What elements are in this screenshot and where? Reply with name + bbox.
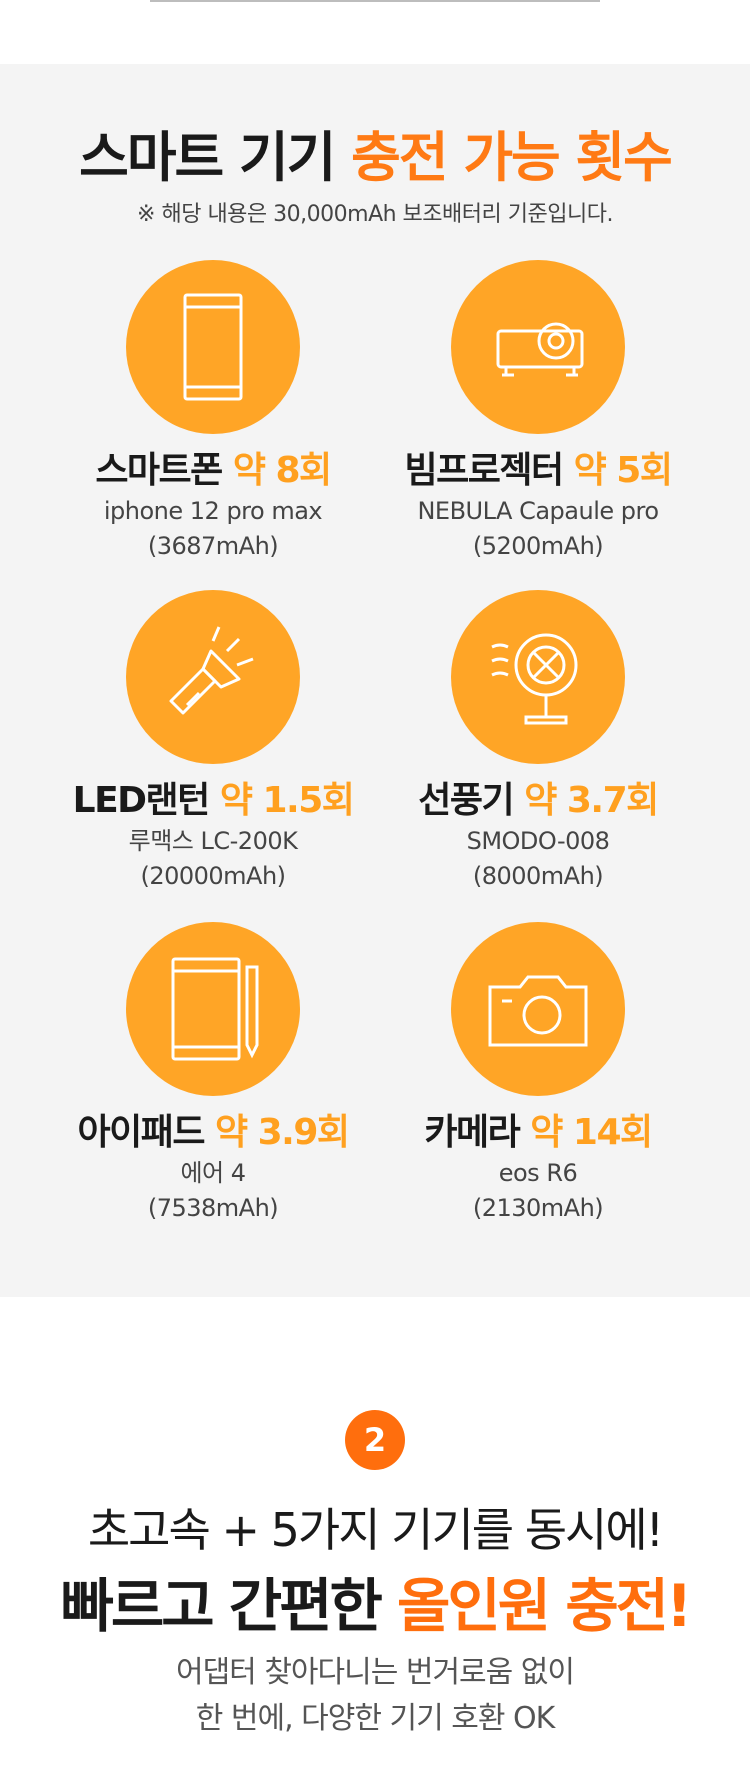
device-card-lantern: LED랜턴 약 1.5회 루맥스 LC-200K (20000mAh)	[43, 590, 383, 894]
device-circle	[126, 260, 300, 434]
device-capacity: (5200mAh)	[472, 532, 604, 560]
device-card-tablet: 아이패드 약 3.9회 에어 4 (7538mAh)	[43, 922, 383, 1226]
device-circle	[126, 922, 300, 1096]
projector-icon	[496, 322, 584, 377]
device-model: 루맥스 LC-200K	[128, 827, 298, 855]
device-model: iphone 12 pro max	[103, 497, 323, 525]
device-name-line: 빔프로젝터 약 5회	[368, 448, 708, 494]
section-title: 스마트 기기 충전 가능 횟수	[0, 122, 750, 194]
device-card-smartphone: 스마트폰 약 8회 iphone 12 pro max (3687mAh)	[43, 260, 383, 564]
device-name-line: 아이패드 약 3.9회	[43, 1110, 383, 1156]
device-name-line: 스마트폰 약 8회	[43, 448, 383, 494]
top-divider-area	[0, 0, 750, 64]
device-circle	[451, 590, 625, 764]
device-model: 에어 4	[180, 1159, 246, 1187]
device-count: 약 1.5회	[219, 780, 355, 821]
device-name: 빔프로젝터	[404, 450, 565, 491]
device-capacity: (8000mAh)	[472, 862, 604, 890]
battery-note: ※ 해당 내용은 30,000mAh 보조배터리 기준입니다.	[137, 202, 613, 227]
device-name: 선풍기	[418, 780, 514, 821]
device-card-fan: 선풍기 약 3.7회 SMODO-008 (8000mAh)	[368, 590, 708, 894]
device-capacity: (2130mAh)	[472, 1194, 604, 1222]
device-card-camera: 카메라 약 14회 eos R6 (2130mAh)	[368, 922, 708, 1226]
device-count: 약 3.7회	[524, 780, 659, 821]
headline-secondary: 빠르고 간편한 올인원 충전!	[0, 1568, 750, 1644]
description-line: 어댑터 찾아다니는 번거로움 없이	[175, 1655, 575, 1690]
device-model: NEBULA Capaule pro	[417, 497, 659, 525]
device-circle	[126, 590, 300, 764]
device-name-line: 선풍기 약 3.7회	[368, 778, 708, 824]
device-name: 카메라	[424, 1112, 520, 1153]
flashlight-icon	[169, 626, 254, 715]
device-name-line: LED랜턴 약 1.5회	[43, 778, 383, 824]
top-divider	[150, 0, 600, 2]
fan-icon	[491, 633, 578, 725]
device-model: eos R6	[498, 1159, 578, 1187]
device-model: SMODO-008	[466, 827, 610, 855]
step-badge: 2	[345, 1410, 405, 1470]
device-count: 약 8회	[232, 450, 332, 491]
device-count: 약 5회	[573, 450, 673, 491]
section-description: 어댑터 찾아다니는 번거로움 없이 한 번에, 다양한 기기 호환 OK	[0, 1650, 750, 1742]
device-circle	[451, 922, 625, 1096]
description-line: 한 번에, 다양한 기기 호환 OK	[195, 1701, 556, 1736]
device-count: 약 14회	[530, 1112, 653, 1153]
headline-main: 빠르고 간편한	[60, 1572, 398, 1640]
device-capacity: (20000mAh)	[140, 862, 286, 890]
device-circle	[451, 260, 625, 434]
headline-accent: 올인원 충전!	[397, 1572, 692, 1640]
headline-primary: 초고속 + 5가지 기기를 동시에!	[87, 1503, 664, 1557]
camera-icon	[488, 975, 588, 1047]
device-count: 약 3.9회	[214, 1112, 350, 1153]
title-accent: 충전 가능 횟수	[351, 126, 673, 189]
tablet-icon	[171, 957, 259, 1061]
device-name: LED랜턴	[72, 780, 211, 821]
smartphone-icon	[183, 293, 243, 401]
device-name: 아이패드	[77, 1112, 205, 1153]
title-main: 스마트 기기	[79, 126, 352, 189]
device-name-line: 카메라 약 14회	[368, 1110, 708, 1156]
charge-count-panel	[0, 64, 750, 1297]
device-name: 스마트폰	[95, 450, 223, 491]
device-capacity: (7538mAh)	[147, 1194, 279, 1222]
device-capacity: (3687mAh)	[147, 532, 279, 560]
device-card-projector: 빔프로젝터 약 5회 NEBULA Capaule pro (5200mAh)	[368, 260, 708, 564]
